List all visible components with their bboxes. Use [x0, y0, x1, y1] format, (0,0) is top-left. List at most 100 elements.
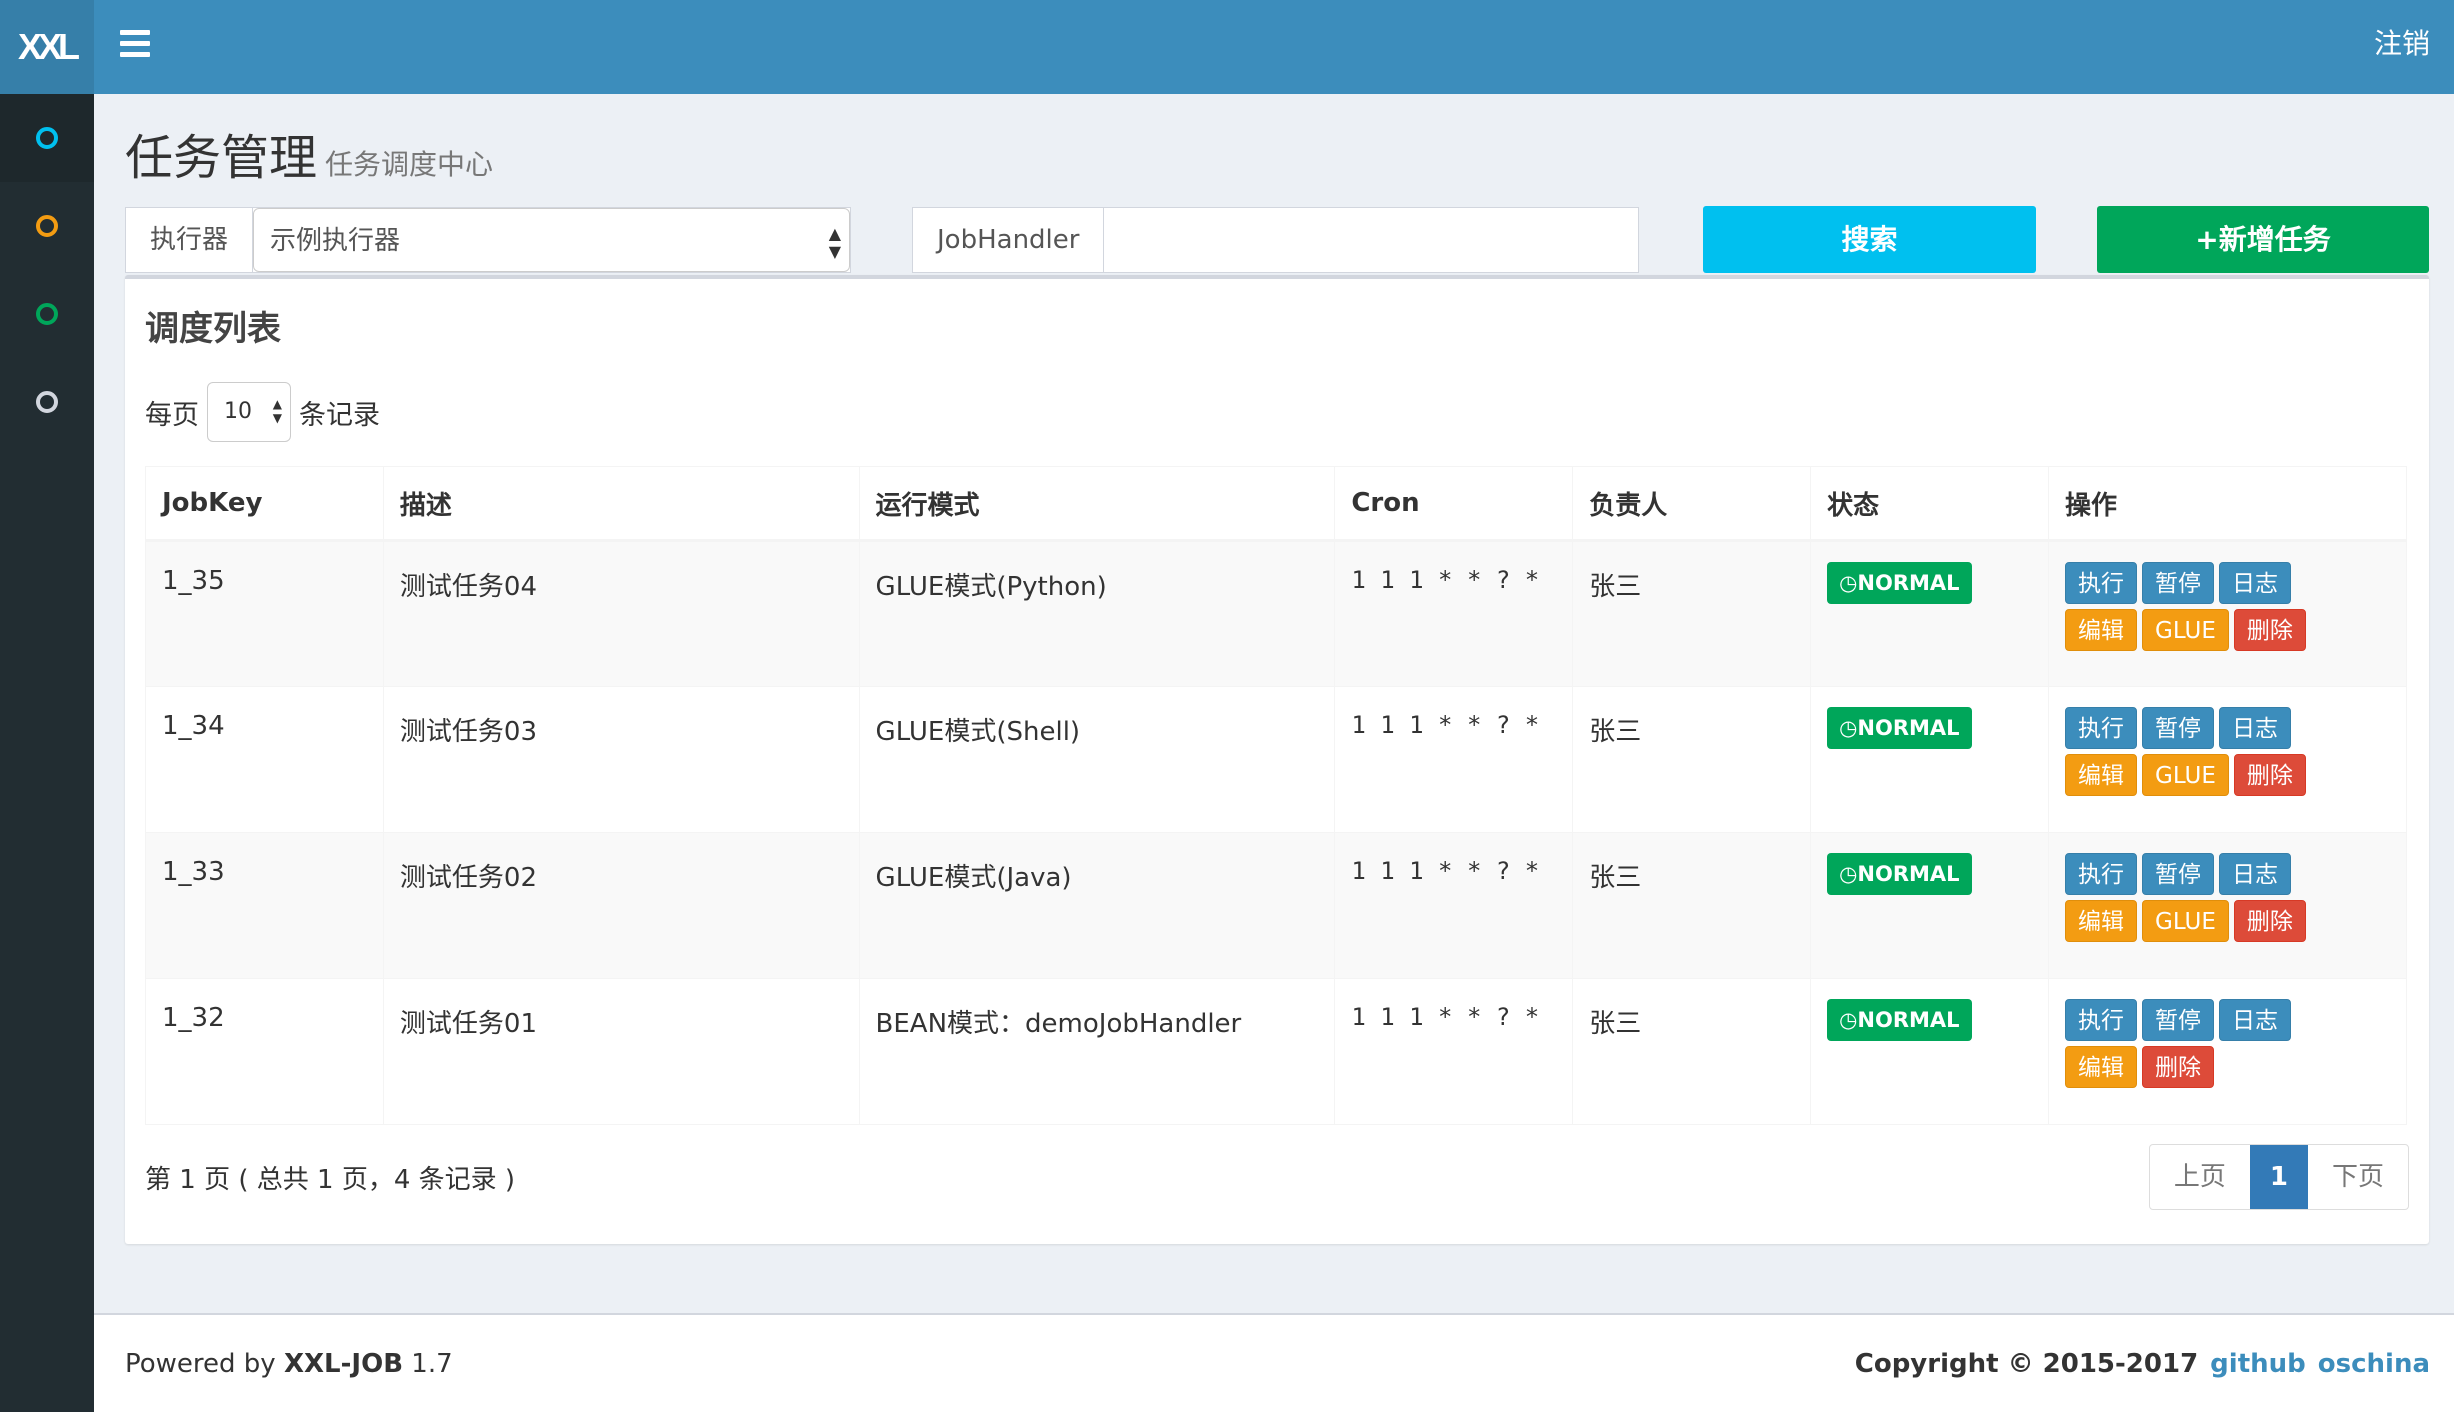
circle-icon — [36, 303, 58, 325]
jobkey-cell: 1_35 — [145, 540, 384, 687]
desc-cell: 测试任务01 — [382, 978, 860, 1125]
clock-icon: ◷ — [1839, 716, 1858, 740]
log-button[interactable]: 日志 — [2219, 999, 2291, 1041]
add-job-button[interactable]: +新增任务 — [2097, 206, 2429, 273]
delete-button[interactable]: 删除 — [2142, 1046, 2214, 1088]
sidebar-item-4[interactable] — [0, 358, 94, 446]
run-button[interactable]: 执行 — [2065, 562, 2137, 604]
desc-cell: 测试任务02 — [382, 832, 860, 979]
table-row: 1_35 测试任务04 GLUE模式(Python) 1 1 1 * * ? *… — [145, 540, 2407, 687]
circle-icon — [36, 391, 58, 413]
log-button[interactable]: 日志 — [2219, 853, 2291, 895]
pagination-info: 第 1 页 ( 总共 1 页，4 条记录 ) — [145, 1165, 516, 1195]
ops-cell: 执行 暂停 日志编辑 GLUE 删除 — [2048, 686, 2407, 833]
jobhandler-input[interactable] — [1104, 208, 1638, 272]
box-title: 调度列表 — [145, 309, 281, 349]
edit-button[interactable]: 编辑 — [2065, 754, 2137, 796]
edit-button[interactable]: 编辑 — [2065, 900, 2137, 942]
jobkey-cell: 1_32 — [145, 978, 384, 1125]
mode-cell: BEAN模式：demoJobHandler — [858, 978, 1336, 1125]
table-row: 1_34 测试任务03 GLUE模式(Shell) 1 1 1 * * ? * … — [145, 686, 2407, 833]
jobkey-cell: 1_34 — [145, 686, 384, 833]
jobhandler-filter: JobHandler — [912, 207, 1639, 273]
desc-cell: 测试任务04 — [382, 540, 860, 687]
jobkey-cell: 1_33 — [145, 832, 384, 979]
mode-cell: GLUE模式(Shell) — [858, 686, 1336, 833]
log-button[interactable]: 日志 — [2219, 562, 2291, 604]
delete-button[interactable]: 删除 — [2233, 609, 2306, 651]
prev-page-button[interactable]: 上页 — [2173, 1162, 2226, 1192]
footer: Powered by XXL-JOB 1.7 Copyright © 2015-… — [94, 1313, 2454, 1412]
edit-button[interactable]: 编辑 — [2065, 609, 2137, 651]
logout-link[interactable]: 注销 — [2373, 27, 2430, 60]
page-length-select[interactable]: 10 ▲ ▼ — [207, 382, 291, 442]
table-header-row: JobKey 描述 运行模式 Cron 负责人 状态 操作 — [145, 466, 2407, 542]
page-1-button[interactable]: 1 — [2249, 1145, 2308, 1209]
top-navbar: XXL 注销 — [0, 0, 2454, 94]
table-row: 1_32 测试任务01 BEAN模式：demoJobHandler 1 1 1 … — [145, 978, 2407, 1125]
column-header[interactable]: 状态 — [1810, 466, 2049, 542]
status-badge: ◷NORMAL — [1827, 999, 1972, 1041]
pause-button[interactable]: 暂停 — [2142, 707, 2214, 749]
clock-icon: ◷ — [1839, 1008, 1858, 1032]
logo[interactable]: XXL — [0, 0, 94, 94]
circle-icon — [36, 127, 58, 149]
powered-by: Powered by XXL-JOB 1.7 — [125, 1349, 453, 1379]
cron-cell: 1 1 1 * * ? * — [1334, 540, 1574, 687]
cron-cell: 1 1 1 * * ? * — [1334, 832, 1574, 979]
executor-select[interactable]: 示例执行器 ▲ ▼ — [253, 208, 850, 272]
sidebar-item-2[interactable] — [0, 182, 94, 270]
edit-button[interactable]: 编辑 — [2065, 1046, 2137, 1088]
owner-cell: 张三 — [1572, 978, 1812, 1125]
run-button[interactable]: 执行 — [2065, 853, 2137, 895]
cron-cell: 1 1 1 * * ? * — [1334, 978, 1574, 1125]
sidebar-item-1[interactable] — [0, 94, 94, 182]
ops-cell: 执行 暂停 日志编辑 GLUE 删除 — [2048, 540, 2407, 687]
status-cell: ◷NORMAL — [1810, 978, 2049, 1125]
owner-cell: 张三 — [1572, 686, 1812, 833]
search-button[interactable]: 搜索 — [1703, 206, 2036, 273]
column-header[interactable]: 描述 — [382, 466, 860, 542]
job-list-box: 调度列表 每页 10 ▲ ▼ 条记录 JobKey 描述 运行模式 Cron 负责人 状态 操作… — [125, 275, 2429, 1244]
job-table: JobKey 描述 运行模式 Cron 负责人 状态 操作 1_35 测试任务04 GLUE… — [145, 466, 2407, 1125]
column-header[interactable]: 负责人 — [1572, 466, 1812, 542]
circle-icon — [36, 215, 58, 237]
log-button[interactable]: 日志 — [2219, 707, 2291, 749]
select-arrows-icon: ▲ ▼ — [272, 397, 282, 425]
oschina-link[interactable]: oschina — [2317, 1349, 2430, 1379]
pause-button[interactable]: 暂停 — [2142, 999, 2214, 1041]
delete-button[interactable]: 删除 — [2233, 900, 2306, 942]
next-page-button[interactable]: 下页 — [2331, 1162, 2384, 1192]
status-cell: ◷NORMAL — [1810, 686, 2049, 833]
hamburger-menu-icon[interactable] — [120, 30, 150, 64]
column-header[interactable]: Cron — [1334, 466, 1574, 542]
run-button[interactable]: 执行 — [2065, 999, 2137, 1041]
delete-button[interactable]: 删除 — [2233, 754, 2306, 796]
pause-button[interactable]: 暂停 — [2142, 562, 2214, 604]
sidebar — [0, 94, 94, 1412]
status-cell: ◷NORMAL — [1810, 832, 2049, 979]
mode-cell: GLUE模式(Python) — [858, 540, 1336, 687]
status-badge: ◷NORMAL — [1827, 562, 1972, 604]
glue-button[interactable]: GLUE — [2142, 900, 2229, 942]
ops-cell: 执行 暂停 日志编辑 GLUE 删除 — [2048, 832, 2407, 979]
mode-cell: GLUE模式(Java) — [858, 832, 1336, 979]
ops-cell: 执行 暂停 日志编辑 删除 — [2048, 978, 2407, 1125]
jobhandler-label: JobHandler — [913, 208, 1105, 272]
column-header[interactable]: 操作 — [2048, 466, 2407, 542]
pause-button[interactable]: 暂停 — [2142, 853, 2214, 895]
github-link[interactable]: github — [2210, 1349, 2306, 1379]
column-header[interactable]: 运行模式 — [858, 466, 1336, 542]
column-header[interactable]: JobKey — [145, 466, 384, 542]
cron-cell: 1 1 1 * * ? * — [1334, 686, 1574, 833]
run-button[interactable]: 执行 — [2065, 707, 2137, 749]
desc-cell: 测试任务03 — [382, 686, 860, 833]
sidebar-item-3[interactable] — [0, 270, 94, 358]
page-title: 任务管理 任务调度中心 — [125, 130, 494, 186]
clock-icon: ◷ — [1839, 571, 1858, 595]
glue-button[interactable]: GLUE — [2142, 609, 2229, 651]
executor-filter: 执行器 示例执行器 ▲ ▼ — [125, 207, 851, 273]
glue-button[interactable]: GLUE — [2142, 754, 2229, 796]
page-subtitle: 任务调度中心 — [325, 148, 494, 181]
status-badge: ◷NORMAL — [1827, 853, 1972, 895]
